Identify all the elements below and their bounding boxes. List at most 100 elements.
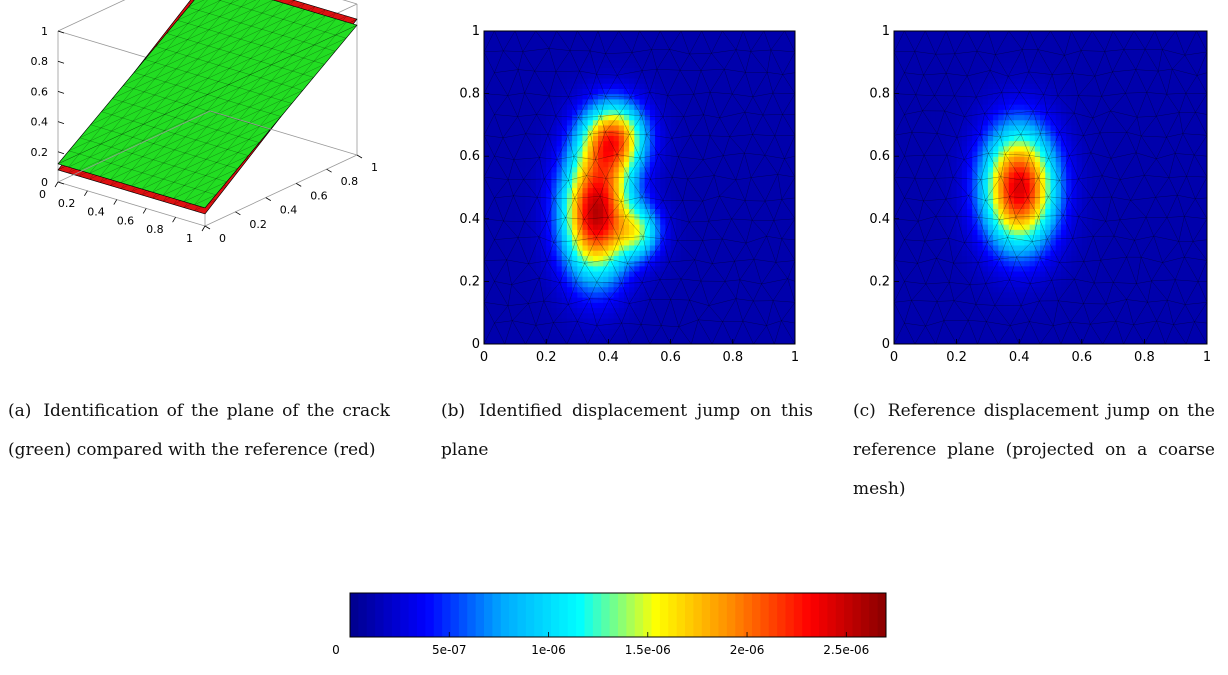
heatmap-cell	[675, 302, 682, 309]
heatmap-cell	[566, 312, 573, 319]
heatmap-cell	[727, 62, 734, 69]
heatmap-cell	[634, 328, 641, 335]
heatmap-cell	[587, 312, 594, 319]
heatmap-cell	[670, 124, 677, 131]
heatmap-cell	[655, 182, 661, 189]
heatmap-cell	[763, 88, 770, 95]
mesh-line	[772, 92, 795, 94]
mesh-line	[155, 0, 257, 47]
heatmap-cell	[660, 323, 667, 329]
heatmap-cell	[748, 276, 755, 282]
heatmap-cell	[541, 31, 547, 37]
heatmap-cell	[655, 281, 661, 288]
heatmap-cell	[753, 98, 760, 105]
heatmap-cell	[904, 182, 911, 189]
mesh-line	[484, 302, 495, 324]
heatmap-cell	[758, 31, 765, 37]
heatmap-cell	[899, 67, 906, 74]
heatmap-cell	[525, 182, 532, 189]
heatmap-cell	[743, 255, 749, 262]
mesh-line	[723, 152, 745, 156]
heatmap-cell	[665, 93, 672, 100]
mesh-line	[683, 116, 691, 136]
heatmap-cell	[556, 114, 563, 121]
heatmap-cell	[484, 83, 490, 89]
heatmap-cell	[587, 130, 594, 136]
heatmap-cell	[727, 150, 734, 157]
heatmap-cell	[763, 145, 770, 152]
heatmap-cell	[644, 213, 651, 220]
heatmap-cell	[737, 192, 744, 199]
heatmap-cell	[535, 166, 542, 173]
mesh-line	[742, 31, 752, 52]
heatmap-cell	[696, 177, 703, 183]
heatmap-cell	[546, 260, 552, 267]
heatmap-cell	[530, 177, 537, 183]
heatmap-cell	[587, 156, 594, 163]
heatmap-cell	[530, 57, 537, 63]
heatmap-cell	[603, 114, 609, 121]
heatmap-cell	[623, 114, 630, 121]
heatmap-cell	[551, 67, 558, 74]
heatmap-cell	[774, 281, 781, 288]
mesh-line	[528, 236, 540, 264]
heatmap-cell	[582, 31, 589, 37]
heatmap-cell	[727, 46, 734, 53]
mesh-line	[745, 51, 752, 73]
heatmap-cell	[748, 323, 755, 329]
heatmap-cell	[535, 41, 542, 48]
heatmap-cell	[769, 197, 775, 204]
heatmap-cell	[732, 281, 739, 288]
heatmap-cell	[769, 140, 775, 147]
heatmap-cell	[655, 255, 661, 262]
heatmap-cell	[717, 62, 724, 69]
mesh-line	[642, 196, 664, 201]
heatmap-cell	[665, 333, 672, 340]
heatmap-cell	[894, 218, 900, 225]
mesh-line	[525, 325, 537, 344]
heatmap-cell	[665, 328, 672, 335]
mesh-line	[766, 49, 772, 73]
heatmap-cell	[675, 312, 682, 319]
heatmap-cell	[592, 150, 599, 157]
heatmap-cell	[732, 302, 739, 309]
heatmap-cell	[670, 255, 677, 262]
heatmap-cell	[489, 260, 495, 267]
heatmap-cell	[484, 72, 490, 79]
heatmap-cell	[504, 130, 511, 136]
heatmap-cell	[587, 83, 594, 89]
heatmap-cell	[577, 323, 584, 329]
mesh-line	[517, 221, 525, 238]
heatmap-cell	[680, 161, 687, 168]
x-tick-label: 0.6	[117, 214, 135, 227]
heatmap-cell	[769, 166, 775, 173]
heatmap-cell	[909, 77, 916, 84]
heatmap-cell	[598, 338, 604, 344]
heatmap-cell	[665, 114, 672, 121]
heatmap-cell	[592, 166, 599, 173]
heatmap-cell	[727, 156, 734, 163]
mesh-line	[522, 48, 550, 52]
heatmap-cell	[779, 156, 786, 163]
mesh-line	[524, 221, 540, 237]
heatmap-cell	[660, 114, 667, 121]
heatmap-cell	[675, 328, 682, 335]
mesh-line	[547, 134, 558, 160]
heatmap-cell	[649, 62, 656, 69]
heatmap-cell	[920, 307, 926, 314]
heatmap-cell	[520, 98, 527, 105]
heatmap-cell	[743, 182, 749, 189]
mesh-lines	[484, 31, 795, 344]
heatmap-cell	[763, 302, 770, 309]
heatmap-cell	[789, 234, 795, 241]
heatmap-cell	[572, 276, 578, 282]
heatmap-cell	[722, 104, 729, 110]
heatmap-cell	[613, 41, 620, 48]
heatmap-cell	[779, 119, 786, 126]
heatmap-cell	[763, 77, 770, 84]
heatmap-cell	[920, 270, 926, 277]
mesh-line	[548, 95, 557, 117]
mesh-line	[659, 261, 670, 280]
heatmap-cell	[665, 229, 672, 236]
heatmap-cell	[613, 244, 620, 251]
